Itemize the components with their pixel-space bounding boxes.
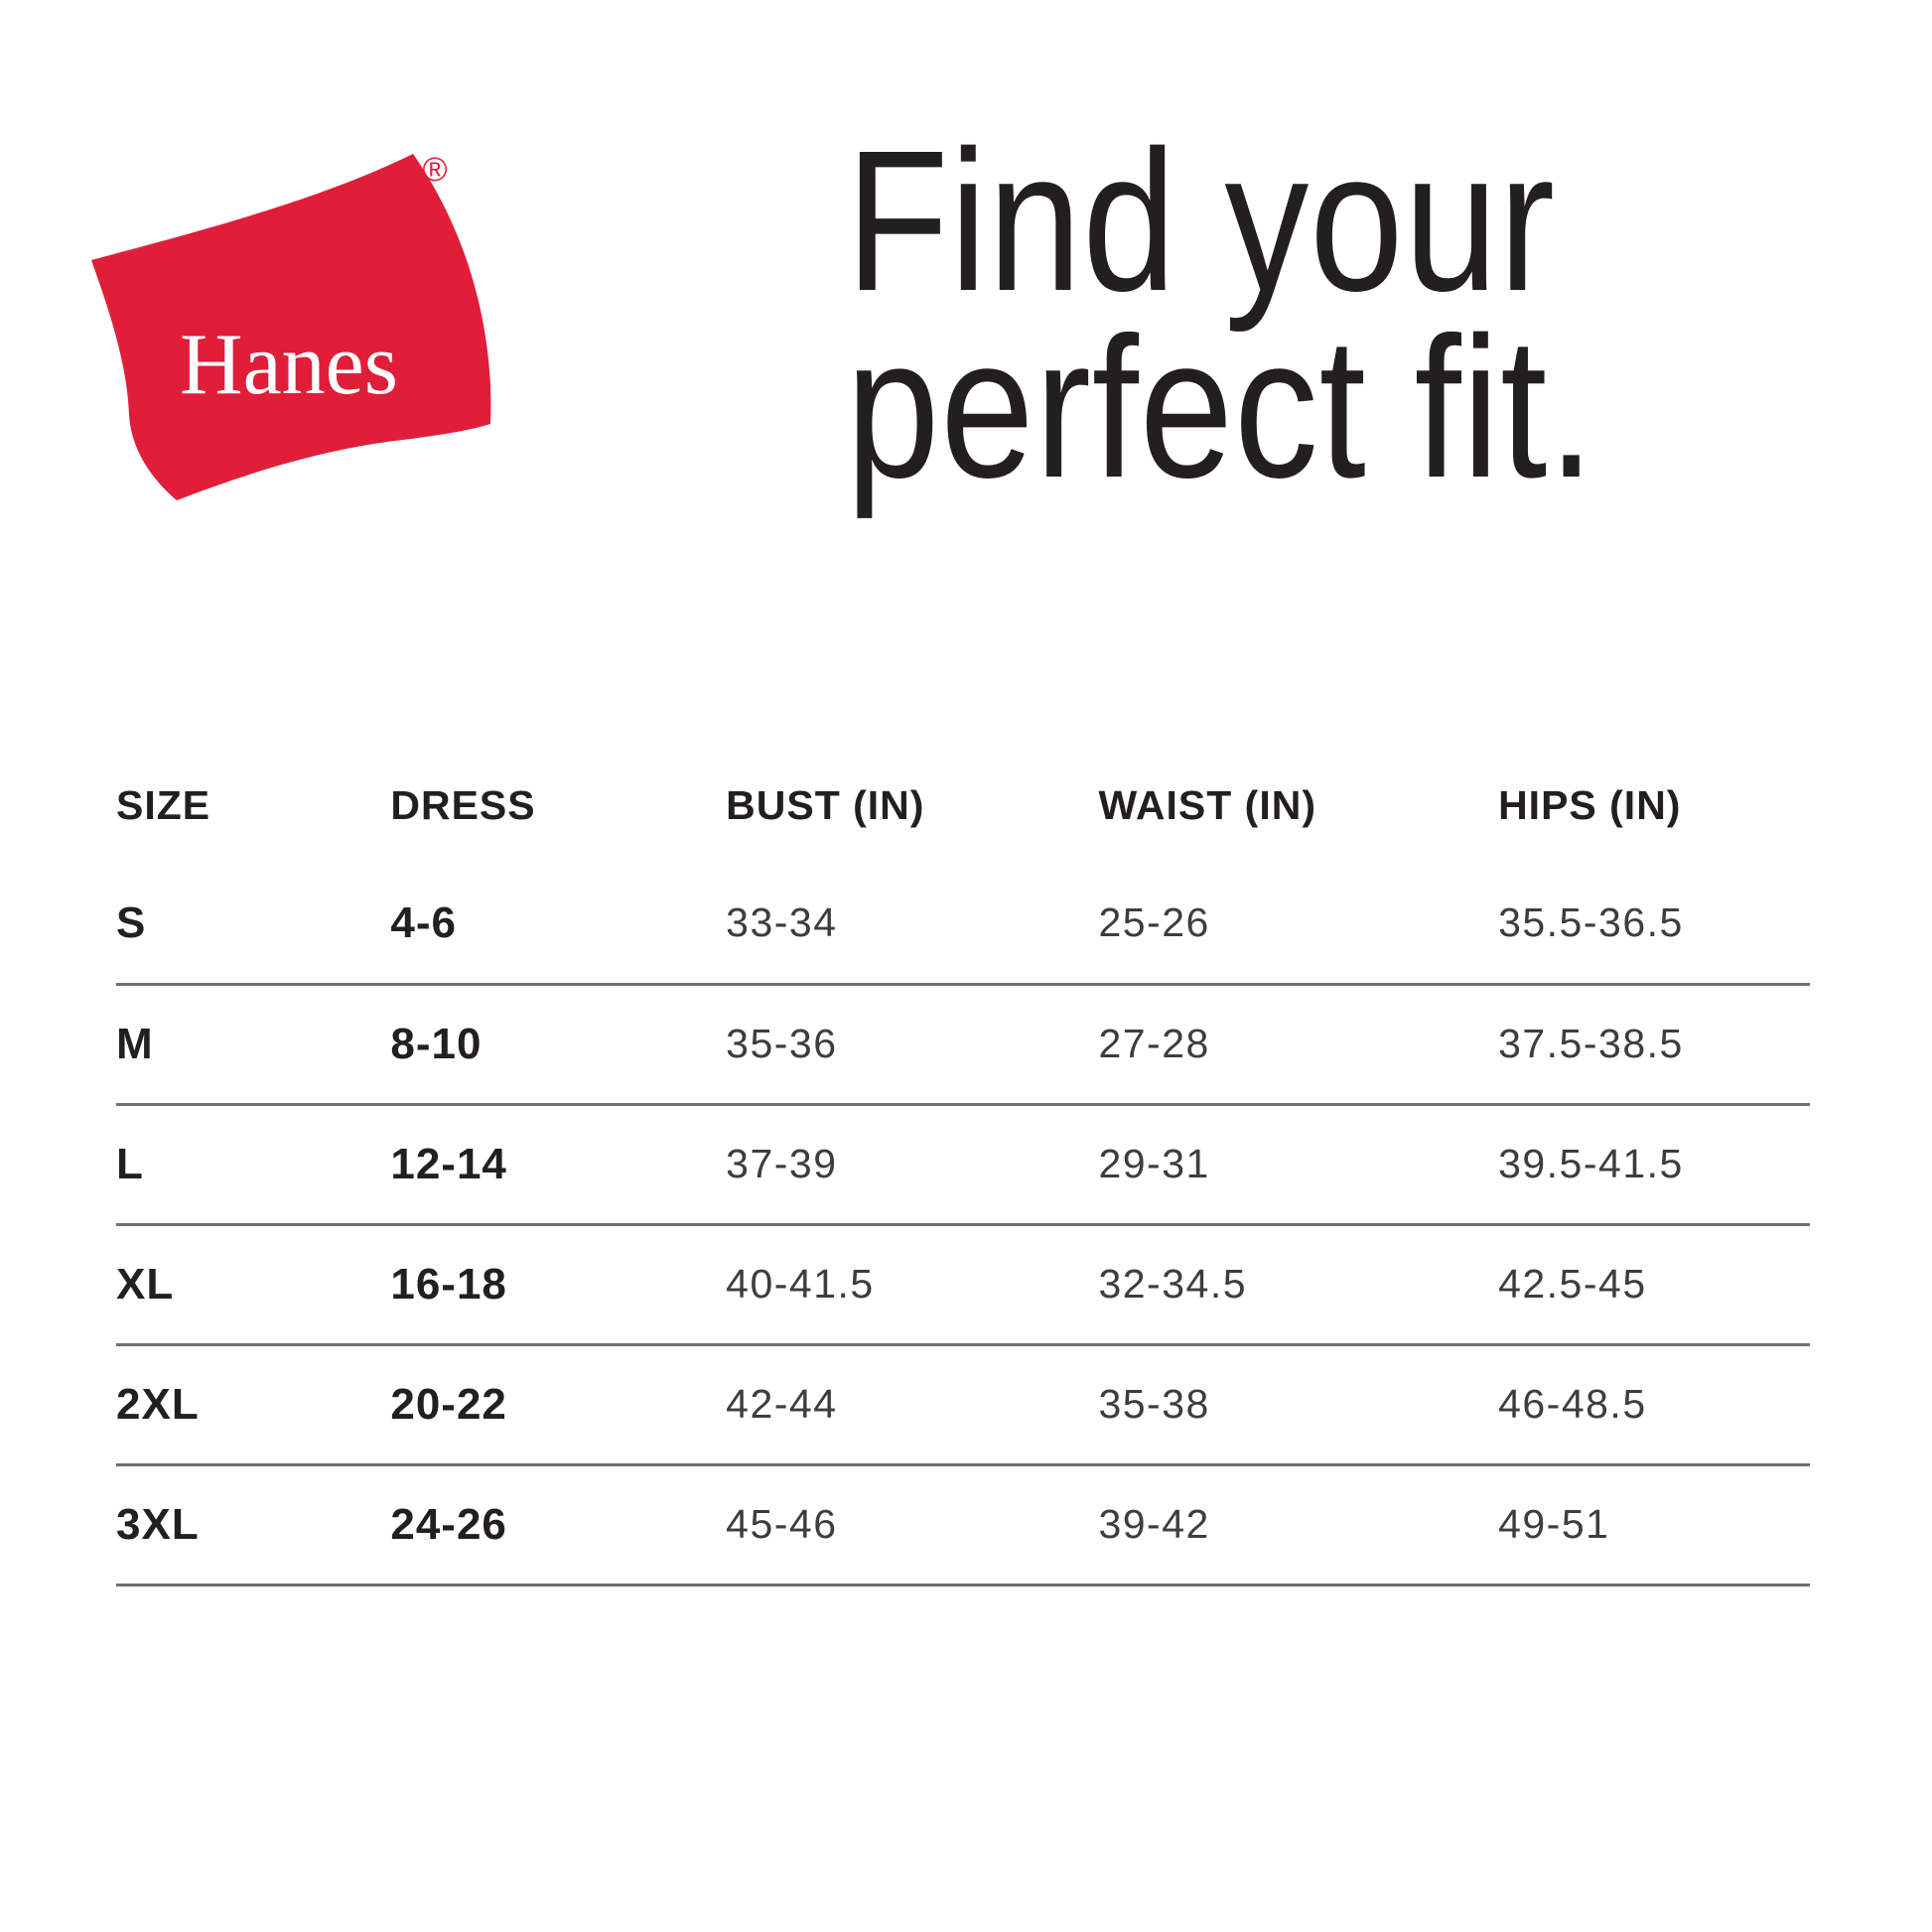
bust-cell: 42-44 <box>726 1381 838 1427</box>
hanes-flag-icon: Hanes ® <box>91 151 491 500</box>
size-cell: 3XL <box>116 1499 200 1549</box>
size-cell: L <box>116 1139 144 1188</box>
dress-cell: 12-14 <box>390 1139 507 1188</box>
dress-cell: 24-26 <box>390 1499 507 1549</box>
waist-cell: 39-42 <box>1098 1501 1210 1547</box>
hips-cell: 35.5-36.5 <box>1498 899 1684 946</box>
size-cell: 2XL <box>116 1379 200 1429</box>
hanes-logo: Hanes ® <box>85 145 512 514</box>
hips-cell: 37.5-38.5 <box>1498 1021 1684 1066</box>
hips-cell: 39.5-41.5 <box>1498 1141 1684 1186</box>
table-row-m: M 8-10 35-36 27-28 37.5-38.5 <box>116 984 1810 1104</box>
waist-cell: 32-34.5 <box>1098 1261 1248 1307</box>
dress-cell: 16-18 <box>390 1259 507 1309</box>
table-row-xl: XL 16-18 40-41.5 32-34.5 42.5-45 <box>116 1224 1810 1344</box>
table-row-2xl: 2XL 20-22 42-44 35-38 46-48.5 <box>116 1344 1810 1464</box>
table-row-3xl: 3XL 24-26 45-46 39-42 49-51 <box>116 1464 1810 1585</box>
size-cell: XL <box>116 1259 175 1309</box>
bust-cell: 33-34 <box>726 899 838 946</box>
size-chart: SIZE DRESS BUST (IN) WAIST (IN) HIPS (IN… <box>116 747 1810 1587</box>
bust-cell: 35-36 <box>726 1021 838 1066</box>
dress-cell: 4-6 <box>390 897 457 947</box>
column-header-dress: DRESS <box>390 781 536 828</box>
waist-cell: 27-28 <box>1098 1021 1210 1066</box>
dress-cell: 8-10 <box>390 1019 483 1068</box>
bust-cell: 37-39 <box>726 1141 838 1186</box>
flag-shape <box>91 154 491 500</box>
headline-line-2: perfect fit. <box>846 295 1596 519</box>
table-row-l: L 12-14 37-39 29-31 39.5-41.5 <box>116 1104 1810 1224</box>
table-row-s: S 4-6 33-34 25-26 35.5-36.5 <box>116 864 1810 984</box>
hips-cell: 46-48.5 <box>1498 1381 1647 1427</box>
column-header-bust: BUST (IN) <box>726 781 925 828</box>
column-header-size: SIZE <box>116 781 211 828</box>
hips-cell: 49-51 <box>1498 1501 1610 1547</box>
hips-cell: 42.5-45 <box>1498 1261 1647 1307</box>
waist-cell: 25-26 <box>1098 899 1210 946</box>
waist-cell: 29-31 <box>1098 1141 1210 1186</box>
table-header-row: SIZE DRESS BUST (IN) WAIST (IN) HIPS (IN… <box>116 747 1810 864</box>
bust-cell: 40-41.5 <box>726 1261 875 1307</box>
waist-cell: 35-38 <box>1098 1381 1210 1427</box>
registered-trademark-icon: ® <box>422 151 447 189</box>
headline-line-1: Find your <box>846 108 1556 333</box>
logo-brand-text: Hanes <box>180 317 398 413</box>
column-header-hips: HIPS (IN) <box>1498 781 1682 828</box>
size-cell: M <box>116 1019 154 1068</box>
column-header-waist: WAIST (IN) <box>1098 781 1316 828</box>
page-title: Find your perfect fit. <box>846 108 1596 519</box>
size-cell: S <box>116 897 147 947</box>
dress-cell: 20-22 <box>390 1379 507 1429</box>
size-chart-table: SIZE DRESS BUST (IN) WAIST (IN) HIPS (IN… <box>116 747 1810 1587</box>
bust-cell: 45-46 <box>726 1501 838 1547</box>
